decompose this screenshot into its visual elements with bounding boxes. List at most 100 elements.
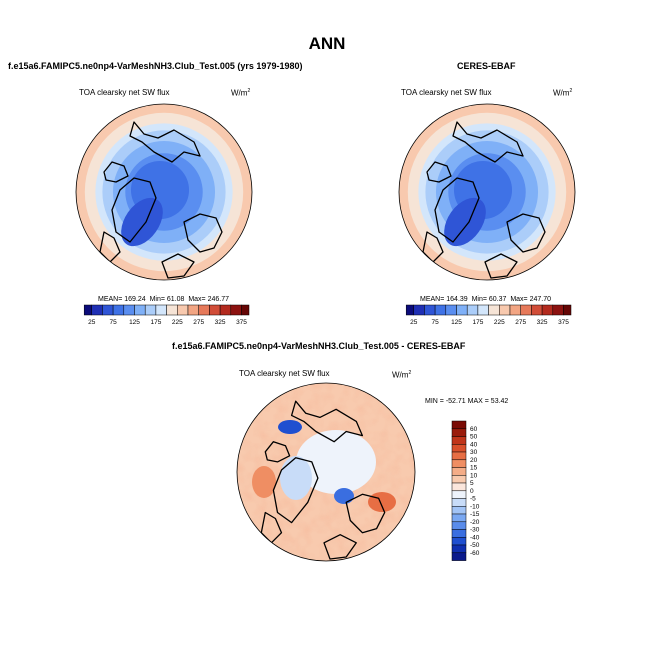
- diff-colorbar-tick-label: -30: [470, 527, 480, 534]
- obs-colorbar-swatch: [477, 304, 489, 316]
- model-min-value: 61.08: [166, 296, 185, 303]
- obs-colorbar-swatch: [434, 304, 447, 316]
- model-min-label: Min=: [149, 296, 165, 303]
- obs-colorbar-swatch: [499, 304, 511, 316]
- obs-variable-label: TOA clearsky net SW flux: [401, 88, 492, 97]
- diff-polar-neutral: [296, 430, 376, 494]
- obs-colorbar-swatch: [541, 304, 554, 316]
- map-fill: [76, 104, 252, 280]
- model-colorbar-swatch: [155, 304, 167, 316]
- model-units-exponent: 2: [247, 88, 251, 94]
- obs-units: W/m2: [553, 88, 572, 98]
- diff-negative-blob: [334, 488, 354, 504]
- model-colorbar-swatch: [177, 304, 189, 316]
- diff-colorbar-swatch: [451, 420, 467, 430]
- obs-colorbar-tick-label: 125: [451, 319, 462, 326]
- obs-colorbar-swatch: [509, 304, 521, 316]
- diff-colorbar-tick-label: -10: [470, 503, 480, 510]
- obs-colorbar-tick-label: 325: [537, 319, 548, 326]
- coastline: [452, 121, 524, 163]
- obs-max-value: 247.70: [529, 296, 552, 303]
- model-map: [75, 103, 253, 281]
- diff-colorbar-tick-label: 10: [470, 472, 478, 479]
- obs-colorbar-swatch: [552, 304, 564, 316]
- obs-colorbar-swatch: [405, 304, 414, 316]
- coastline: [99, 231, 121, 263]
- diff-max-value: 53.42: [490, 398, 509, 405]
- model-colorbar-tick-label: 125: [129, 319, 140, 326]
- coastline: [323, 534, 357, 560]
- diff-colorbar-swatch: [451, 521, 467, 530]
- model-panel-title: f.e15a6.FAMIPC5.ne0np4-VarMeshNH3.Club_T…: [8, 61, 303, 71]
- diff-units-exponent: 2: [408, 370, 412, 376]
- field-greenland-low: [121, 197, 163, 247]
- diff-units: W/m2: [392, 370, 411, 380]
- obs-colorbar-tick-label: 375: [558, 319, 569, 326]
- coastline: [111, 177, 157, 243]
- model-mean-value: 169.24: [124, 296, 146, 303]
- coastline: [129, 121, 201, 163]
- diff-colorbar-swatch: [451, 459, 467, 468]
- diff-colorbar-tick-label: 50: [470, 434, 478, 441]
- diff-colorbar-swatch: [451, 482, 467, 492]
- obs-colorbar-swatch: [424, 304, 436, 316]
- model-colorbar-tick-label: 175: [150, 319, 161, 326]
- obs-colorbar-swatch: [563, 304, 572, 316]
- map-border: [398, 103, 576, 281]
- model-mean-label: MEAN=: [98, 296, 123, 303]
- coastline: [506, 213, 546, 253]
- model-max-value: 246.77: [207, 296, 230, 303]
- model-colorbar-tick-label: 25: [88, 319, 96, 326]
- model-colorbar-tick-label: 225: [172, 319, 183, 326]
- model-colorbar-swatch: [144, 304, 157, 316]
- diff-colorbar-tick-label: 20: [470, 457, 478, 464]
- obs-colorbar-swatch: [520, 304, 532, 316]
- diff-colorbar-tick-label: -15: [470, 511, 480, 518]
- model-colorbar-swatch: [209, 304, 221, 316]
- map-border: [75, 103, 253, 281]
- diff-colorbar-swatch: [451, 506, 467, 515]
- diff-colorbar-tick-label: 40: [470, 441, 478, 448]
- diff-stats: MIN = -52.71 MAX = 53.42: [425, 398, 508, 405]
- obs-colorbar-swatch: [531, 304, 543, 316]
- obs-map: [398, 103, 576, 281]
- diff-positive-blob: [252, 466, 276, 498]
- diff-colorbar-swatch: [451, 428, 467, 437]
- coastline: [426, 161, 452, 183]
- diff-colorbar-tick-label: -20: [470, 519, 480, 526]
- obs-mean-label: MEAN=: [420, 296, 445, 303]
- diff-negative-blob: [278, 420, 302, 434]
- model-colorbar-swatch: [198, 304, 210, 316]
- coastline: [434, 177, 480, 243]
- diff-colorbar-swatch: [451, 513, 467, 523]
- diff-colorbar-swatch: [451, 544, 467, 554]
- model-max-label: Max=: [188, 296, 206, 303]
- obs-panel-title: CERES-EBAF: [457, 61, 516, 71]
- diff-colorbar-tick-label: -50: [470, 542, 480, 549]
- diff-colorbar-swatch: [451, 436, 467, 445]
- obs-colorbar-tick-label: 75: [431, 319, 439, 326]
- coastline: [183, 213, 223, 253]
- obs-units-exponent: 2: [569, 88, 573, 94]
- diff-colorbar-swatch: [451, 552, 467, 561]
- diff-colorbar-swatch: [451, 451, 467, 461]
- diff-colorbar-tick-label: 0: [470, 488, 474, 495]
- obs-mean-value: 164.39: [446, 296, 468, 303]
- obs-units-text: W/m: [553, 88, 570, 98]
- diff-colorbar-swatch: [451, 529, 467, 538]
- obs-stats: MEAN= 164.39 Min= 60.37 Max= 247.70: [420, 296, 551, 303]
- model-colorbar-swatch: [83, 304, 92, 316]
- model-units-text: W/m: [231, 88, 248, 98]
- coastlines: [422, 121, 546, 279]
- obs-colorbar-tick-label: 25: [410, 319, 418, 326]
- coastline: [422, 231, 444, 263]
- diff-colorbar-tick-label: 30: [470, 449, 478, 456]
- obs-min-label: Min=: [471, 296, 487, 303]
- model-colorbar-swatch: [91, 304, 103, 316]
- diff-variable-label: TOA clearsky net SW flux: [239, 369, 330, 378]
- diff-units-text: W/m: [392, 370, 409, 380]
- model-colorbar-swatch: [166, 304, 178, 316]
- diff-colorbar-swatch: [451, 498, 467, 507]
- diff-colorbar-tick-label: 5: [470, 480, 474, 487]
- diff-colorbar-swatch: [451, 444, 467, 453]
